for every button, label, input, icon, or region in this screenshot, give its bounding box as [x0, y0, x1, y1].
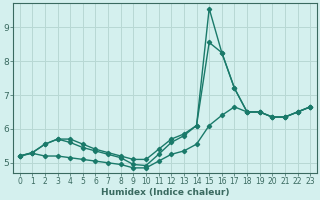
X-axis label: Humidex (Indice chaleur): Humidex (Indice chaleur): [101, 188, 229, 197]
